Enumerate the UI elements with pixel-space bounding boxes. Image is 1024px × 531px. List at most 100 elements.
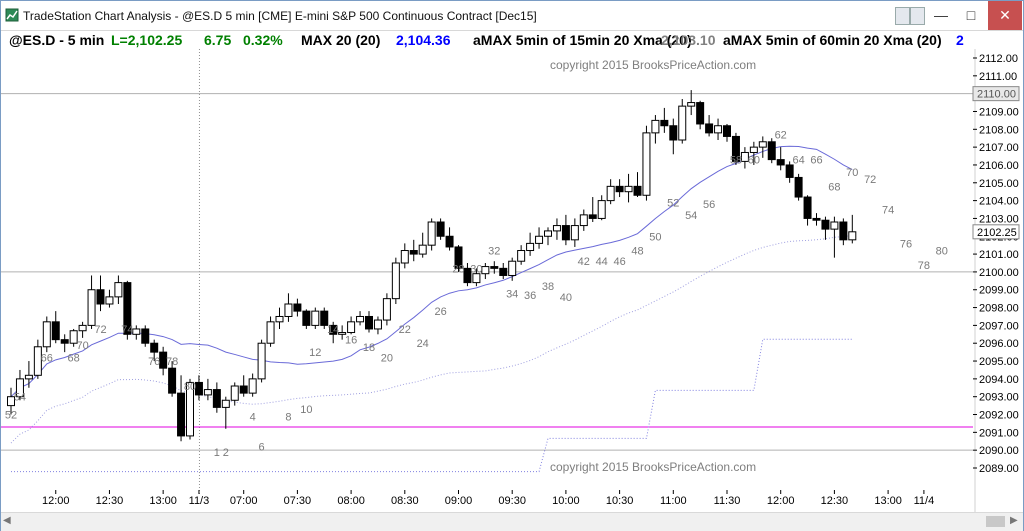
symbol-link-icon[interactable] bbox=[910, 7, 925, 25]
scrollbar-thumb[interactable] bbox=[986, 516, 1005, 527]
candle-down bbox=[588, 214, 597, 219]
bar-count-label: 68 bbox=[828, 181, 840, 193]
close-button[interactable]: ✕ bbox=[988, 1, 1022, 30]
y-tick-label: 2108.00 bbox=[979, 124, 1019, 136]
candle-up bbox=[535, 235, 544, 244]
candle-up bbox=[830, 221, 839, 230]
last-price-tag-box bbox=[972, 224, 1020, 240]
indicator-amax-15min-label: aMAX 5min of 15min 20 Xma (20) bbox=[473, 32, 692, 48]
candle-up bbox=[203, 389, 212, 396]
app-icon bbox=[5, 8, 19, 22]
candle-up bbox=[749, 146, 758, 153]
amax-60min-line bbox=[11, 338, 853, 473]
bar-count-label: 54 bbox=[14, 392, 26, 404]
candle-up bbox=[15, 378, 24, 398]
window-title: TradeStation Chart Analysis - @ES.D 5 mi… bbox=[23, 9, 537, 23]
x-tick-label: 11/4 bbox=[914, 495, 935, 507]
bar-count-label: 64 bbox=[792, 155, 804, 167]
maximize-button[interactable]: □ bbox=[966, 7, 976, 23]
bar-count-label: 50 bbox=[649, 231, 661, 243]
candle-down bbox=[821, 219, 830, 230]
y-tick-label: 2095.00 bbox=[979, 356, 1019, 368]
candle-up bbox=[373, 319, 382, 330]
bar-count-label: 16 bbox=[345, 335, 357, 347]
candle-down bbox=[329, 324, 338, 335]
candle-up bbox=[105, 296, 114, 305]
candle-down bbox=[150, 342, 159, 353]
y-tick-label: 2098.00 bbox=[979, 303, 1019, 315]
moving-average-line bbox=[10, 145, 853, 398]
bar-count-label: 34 bbox=[506, 288, 518, 300]
indicator-amax-60min-label: aMAX 5min of 60min 20 Xma (20) bbox=[723, 32, 942, 48]
y-tick-label: 2112.00 bbox=[979, 53, 1018, 65]
candle-down bbox=[463, 267, 472, 284]
candle-up bbox=[597, 200, 606, 219]
candle-up bbox=[687, 102, 696, 107]
horizontal-scrollbar[interactable]: ◀ ▶ bbox=[1, 512, 1023, 531]
scroll-left-icon[interactable]: ◀ bbox=[3, 515, 11, 526]
bar-count-label: 54 bbox=[685, 210, 697, 222]
candle-down bbox=[731, 135, 740, 162]
candle-up bbox=[114, 282, 123, 298]
x-tick-label: 13:00 bbox=[149, 495, 177, 507]
link-toggle-icon[interactable] bbox=[895, 7, 910, 25]
x-tick-label: 11/3 bbox=[189, 495, 210, 507]
minimize-button[interactable]: — bbox=[934, 7, 948, 23]
indicator-max-20-value: 2,104.36 bbox=[396, 32, 451, 48]
bar-count-label: 70 bbox=[76, 340, 88, 352]
bar-count-label: 30 bbox=[470, 263, 482, 275]
candle-up bbox=[311, 310, 320, 326]
y-tick-label: 2103.00 bbox=[979, 213, 1019, 225]
candle-up bbox=[481, 266, 490, 275]
candle-up bbox=[69, 330, 78, 344]
candle-down bbox=[141, 328, 150, 344]
candle-down bbox=[794, 176, 803, 198]
y-tick-label: 2105.00 bbox=[979, 178, 1019, 190]
bar-count-label: 14 bbox=[327, 324, 339, 336]
copyright-bottom: copyright 2015 BrooksPriceAction.com bbox=[550, 460, 757, 474]
bar-count-label: 66 bbox=[810, 155, 822, 167]
bar-count-label: 28 bbox=[452, 263, 464, 275]
bar-count-label: 58 bbox=[730, 155, 742, 167]
price-chart[interactable]: 2112.00 2111.00 2110.00 2109.00 2108.00 2107.… bbox=[1, 49, 1023, 512]
bar-count-label: 24 bbox=[417, 338, 429, 350]
candle-up bbox=[526, 242, 535, 252]
indicator-amax-15min-value: 2,103.10 bbox=[661, 32, 716, 48]
bar-count-label: 20 bbox=[381, 352, 393, 364]
candle-up bbox=[570, 225, 579, 241]
last-price: L=2,102.25 bbox=[111, 32, 183, 48]
candle-up bbox=[132, 328, 141, 335]
candle-up bbox=[186, 381, 194, 437]
candle-up bbox=[642, 132, 651, 196]
title-bar[interactable]: TradeStation Chart Analysis - @ES.D 5 mi… bbox=[1, 1, 1023, 31]
bar-count-label: 74 bbox=[121, 324, 133, 336]
indicator-overflow: 2 bbox=[956, 32, 964, 48]
y-tick-label: 2089.00 bbox=[979, 463, 1019, 475]
candle-down bbox=[785, 164, 794, 178]
bar-count-label: 8 bbox=[285, 411, 291, 423]
y-tick-label: 2111.00 bbox=[979, 71, 1017, 83]
bar-count-label: 4 bbox=[250, 411, 256, 423]
candle-down bbox=[490, 266, 499, 269]
candle-up bbox=[7, 396, 15, 407]
x-tick-label: 13:00 bbox=[874, 495, 902, 507]
y-tick-label: 2104.00 bbox=[979, 196, 1019, 208]
x-tick-label: 08:30 bbox=[391, 495, 419, 507]
candle-up bbox=[427, 221, 436, 246]
candle-up bbox=[472, 273, 481, 284]
candle-up bbox=[624, 185, 633, 193]
candle-up bbox=[24, 374, 33, 380]
percent-change: 0.32% bbox=[243, 32, 283, 48]
scroll-right-icon[interactable]: ▶ bbox=[1010, 515, 1018, 526]
candle-up bbox=[848, 231, 857, 241]
bar-count-label: 78 bbox=[918, 260, 930, 272]
bar-count-label: 68 bbox=[68, 352, 80, 364]
candle-down bbox=[803, 196, 812, 219]
bar-count-label: 38 bbox=[542, 281, 554, 293]
candle-up bbox=[740, 151, 749, 162]
candle-up bbox=[391, 262, 400, 300]
x-tick-label: 08:00 bbox=[337, 495, 365, 507]
candle-down bbox=[812, 217, 821, 221]
candle-up bbox=[248, 378, 257, 394]
bar-count-label: 78 bbox=[166, 356, 178, 368]
